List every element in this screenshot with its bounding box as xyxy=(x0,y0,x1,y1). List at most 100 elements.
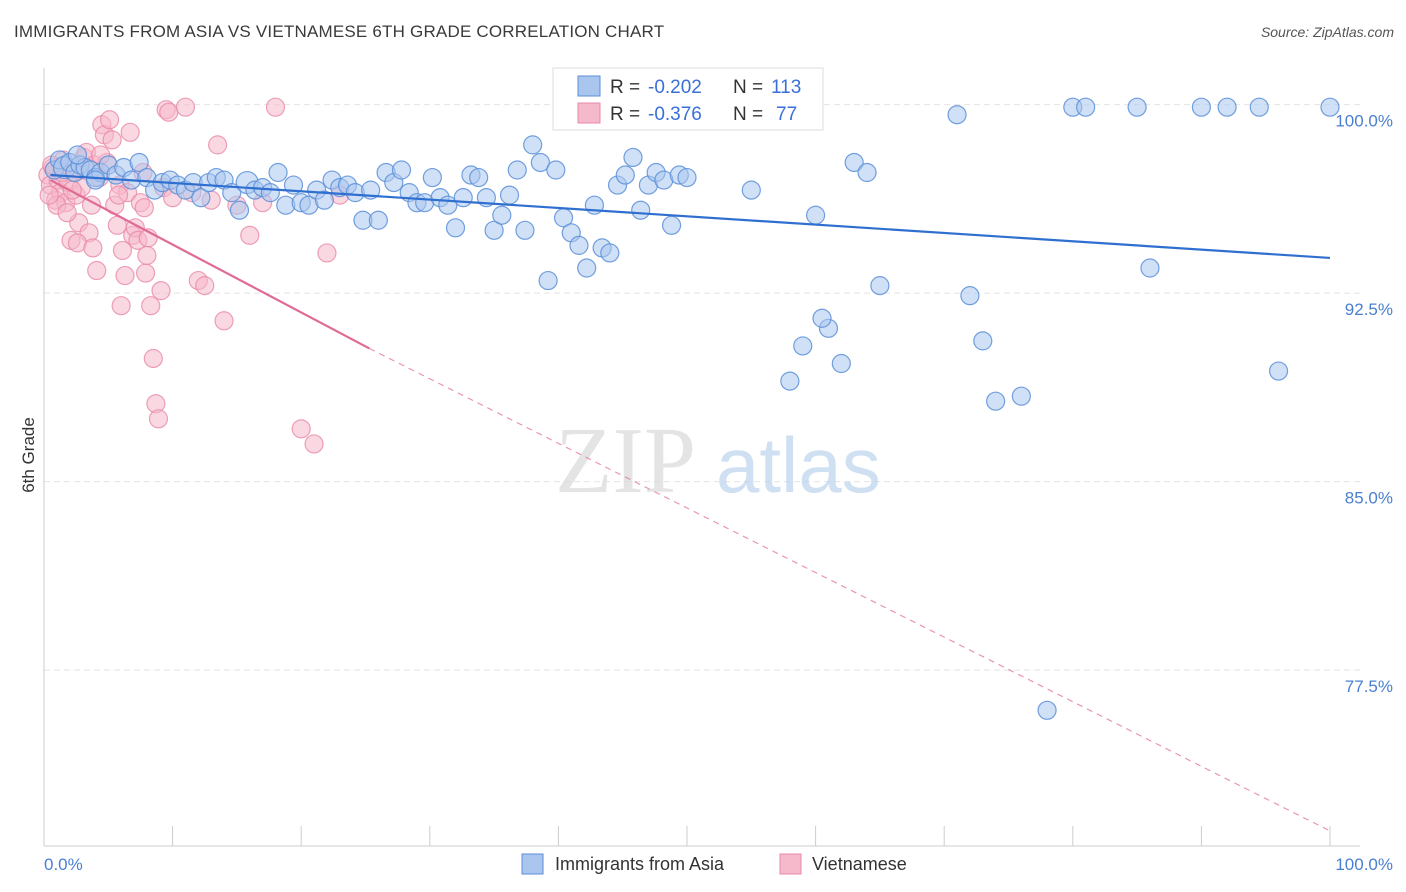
asia-point-38 xyxy=(314,190,334,210)
correlation-legend: R = -0.202 N = 113 R = -0.376 N = 77 xyxy=(552,67,824,131)
asia-point-67 xyxy=(538,270,558,291)
asia-point-112 xyxy=(67,145,88,165)
asia-point-22 xyxy=(191,188,211,208)
asia-point-60 xyxy=(484,220,504,240)
asia-point-98 xyxy=(973,331,993,351)
vietnamese-point-41 xyxy=(143,348,163,369)
asia-point-79 xyxy=(631,200,651,220)
asia-point-106 xyxy=(1191,97,1212,117)
vietnamese-point-48 xyxy=(175,97,196,117)
asia-point-100 xyxy=(1011,386,1031,406)
asia-point-58 xyxy=(469,167,489,188)
asia-point-94 xyxy=(857,162,877,183)
asia-point-99 xyxy=(986,391,1006,411)
bottom-legend: Immigrants from Asia Vietnamese xyxy=(521,853,907,875)
vietnamese-point-56 xyxy=(240,225,260,245)
chart-title: IMMIGRANTS FROM ASIA VS VIETNAMESE 6TH G… xyxy=(14,22,665,41)
asia-point-63 xyxy=(507,160,527,180)
vietnamese-point-24 xyxy=(99,110,120,130)
asia-point-111 xyxy=(85,170,106,190)
bottom-legend-swatch-asia xyxy=(521,853,544,875)
asia-point-105 xyxy=(1140,258,1160,278)
vietnamese-point-69 xyxy=(134,198,154,218)
vietnamese-trend-line xyxy=(49,179,370,350)
legend-swatch-vietnamese xyxy=(577,102,601,124)
watermark-zip: ZIP xyxy=(555,409,696,513)
legend-n-label-asia: N = xyxy=(733,77,763,98)
asia-point-86 xyxy=(741,180,761,200)
asia-point-27 xyxy=(229,200,250,220)
vietnamese-point-25 xyxy=(102,130,122,150)
bottom-legend-swatch-vietnamese xyxy=(779,853,802,875)
source-label: Source: ZipAtlas.com xyxy=(1260,24,1394,40)
vietnamese-trend-extension xyxy=(369,347,1331,832)
vietnamese-point-54 xyxy=(214,311,234,331)
vietnamese-point-53 xyxy=(208,135,228,155)
asia-point-68 xyxy=(546,160,566,180)
bottom-legend-label-asia: Immigrants from Asia xyxy=(555,854,725,874)
asia-point-31 xyxy=(260,183,280,203)
asia-point-95 xyxy=(870,276,890,296)
asia-point-97 xyxy=(960,286,980,306)
asia-point-110 xyxy=(1320,97,1340,117)
vietnamese-point-68 xyxy=(108,185,129,205)
asia-point-75 xyxy=(600,243,620,263)
asia-point-109 xyxy=(1268,361,1289,381)
vietnamese-point-61 xyxy=(317,243,337,263)
y-axis-label: 6th Grade xyxy=(19,417,38,493)
legend-r-label-asia: R = xyxy=(610,77,640,98)
asia-point-32 xyxy=(268,162,288,183)
asia-point-96 xyxy=(947,105,967,125)
legend-r-value-vietnamese: -0.376 xyxy=(648,104,702,125)
vietnamese-point-38 xyxy=(135,263,156,283)
legend-r-value-asia: -0.202 xyxy=(648,77,702,98)
asia-point-66 xyxy=(530,152,550,173)
x-tick-label-0: 0.0% xyxy=(44,855,83,874)
asia-point-52 xyxy=(422,167,442,188)
asia-point-61 xyxy=(492,205,512,225)
asia-point-107 xyxy=(1217,97,1237,117)
bottom-legend-label-vietnamese: Vietnamese xyxy=(812,854,907,874)
asia-point-65 xyxy=(523,135,543,155)
asia-point-71 xyxy=(569,235,589,255)
vietnamese-point-47 xyxy=(159,102,179,122)
vietnamese-point-59 xyxy=(291,419,311,439)
asia-point-83 xyxy=(661,215,682,235)
vietnamese-point-75 xyxy=(137,245,157,266)
asia-point-62 xyxy=(499,185,520,205)
asia-point-87 xyxy=(805,205,826,225)
x-tick-label-1: 100.0% xyxy=(1335,855,1393,874)
vietnamese-point-30 xyxy=(115,265,135,286)
asia-point-85 xyxy=(677,167,697,188)
asia-point-104 xyxy=(1127,97,1147,117)
asia-point-45 xyxy=(368,210,388,230)
asia-point-108 xyxy=(1249,97,1269,117)
legend-r-label-vietnamese: R = xyxy=(610,104,640,125)
vietnamese-point-43 xyxy=(148,409,169,429)
vietnamese-point-58 xyxy=(265,97,286,117)
asia-point-56 xyxy=(453,188,473,208)
asia-point-64 xyxy=(515,220,535,240)
legend-n-value-vietnamese: 77 xyxy=(776,104,797,125)
y-tick-labels: 77.5% 85.0% 92.5% 100.0% xyxy=(1335,112,1393,696)
vietnamese-point-17 xyxy=(81,195,102,215)
trend-lines xyxy=(49,173,1331,832)
asia-point-88 xyxy=(780,371,800,391)
asia-point-92 xyxy=(831,353,851,374)
vietnamese-point-32 xyxy=(120,122,140,142)
asia-trend-line xyxy=(50,173,1331,260)
watermark: ZIP atlas xyxy=(555,409,881,513)
asia-point-91 xyxy=(812,308,832,328)
vietnamese-point-66 xyxy=(57,203,77,223)
x-tick-labels: 0.0% 100.0% xyxy=(44,855,1393,874)
asia-point-55 xyxy=(445,218,466,238)
asia-point-77 xyxy=(615,165,635,185)
legend-n-label-vietnamese: N = xyxy=(733,104,763,125)
watermark-atlas: atlas xyxy=(716,421,881,509)
vietnamese-point-67 xyxy=(83,238,103,258)
vietnamese-point-44 xyxy=(151,281,171,301)
vietnamese-point-70 xyxy=(111,296,131,316)
y-tick-label-3: 100.0% xyxy=(1335,112,1393,131)
vietnamese-point-29 xyxy=(112,240,133,261)
